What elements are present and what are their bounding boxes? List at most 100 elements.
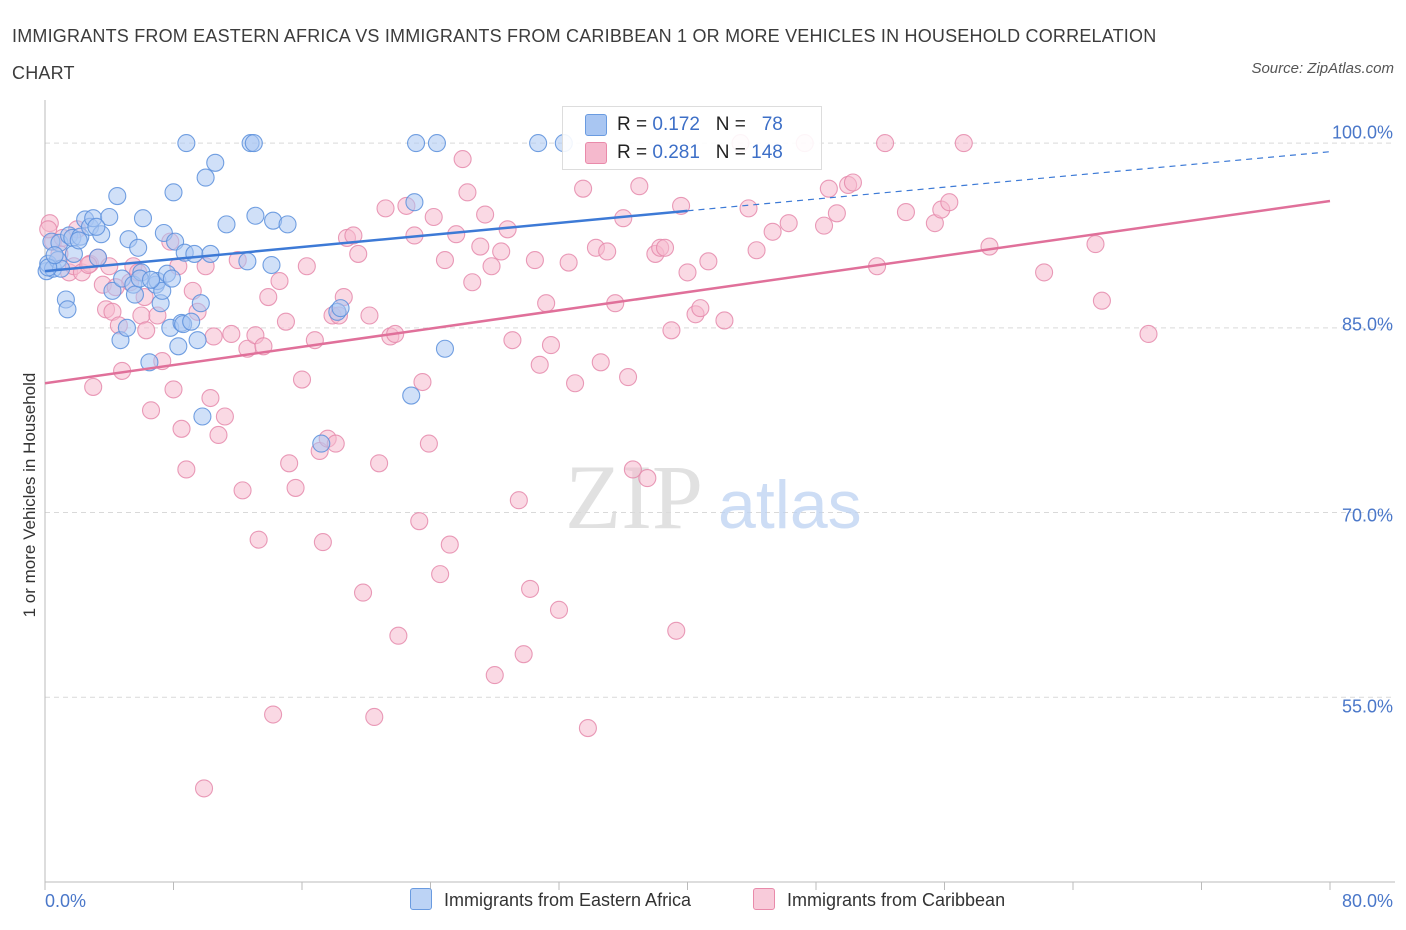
- caribbean-point: [482, 257, 501, 276]
- legend-swatch-pink: [585, 142, 607, 164]
- caribbean-point: [896, 203, 916, 222]
- x-tick-label-max: 80.0%: [1341, 891, 1393, 911]
- legend-swatch-blue: [410, 888, 432, 910]
- caribbean-point: [463, 273, 482, 292]
- caribbean-point: [843, 173, 862, 192]
- caribbean-point: [172, 419, 191, 438]
- caribbean-point: [559, 253, 578, 272]
- eastern-africa-point: [278, 215, 297, 234]
- caribbean-point: [591, 353, 610, 372]
- caribbean-point: [638, 469, 657, 488]
- source-label: Source: ZipAtlas.com: [1251, 60, 1394, 77]
- caribbean-point: [435, 251, 455, 270]
- legend-label-caribbean: Immigrants from Caribbean: [787, 890, 1006, 910]
- caribbean-point: [814, 216, 834, 235]
- caribbean-point: [514, 645, 533, 664]
- legend-swatch-pink: [753, 888, 775, 910]
- caribbean-point: [458, 183, 477, 202]
- eastern-africa-point: [108, 187, 127, 206]
- caribbean-point: [365, 707, 384, 727]
- caribbean-point: [747, 241, 766, 260]
- caribbean-point: [819, 179, 838, 198]
- caribbean-point: [349, 244, 368, 263]
- caribbean-point: [264, 705, 283, 724]
- eastern-africa-point: [182, 312, 201, 331]
- caribbean-point: [360, 306, 379, 325]
- eastern-africa-point: [435, 339, 455, 358]
- eastern-africa-point: [69, 231, 88, 250]
- caribbean-point: [471, 237, 490, 256]
- caribbean-point: [678, 263, 697, 282]
- caribbean-point: [84, 377, 103, 396]
- eastern-africa-point: [153, 281, 172, 300]
- caribbean-point: [276, 312, 295, 331]
- caribbean-point: [353, 583, 373, 602]
- caribbean-point: [549, 600, 569, 619]
- eastern-africa-point: [191, 294, 210, 313]
- caribbean-point: [525, 251, 544, 270]
- y-axis-label: 1 or more Vehicles in Household: [20, 372, 39, 618]
- caribbean-point: [431, 565, 450, 584]
- caribbean-point: [521, 579, 540, 598]
- caribbean-point: [419, 434, 438, 453]
- caribbean-point: [440, 535, 459, 554]
- grid-lines: [45, 142, 1395, 698]
- caribbean-point: [598, 242, 617, 261]
- eastern-africa-point: [331, 299, 350, 318]
- r-value-pink: 0.281: [652, 142, 700, 163]
- caribbean-point: [292, 370, 312, 389]
- eastern-africa-point: [100, 207, 119, 227]
- caribbean-point: [492, 242, 511, 261]
- caribbean-point: [739, 199, 758, 218]
- caribbean-point: [201, 388, 220, 408]
- caribbean-point: [286, 478, 305, 497]
- caribbean-point: [194, 779, 214, 798]
- eastern-africa-point: [402, 386, 421, 405]
- chart-title: IMMIGRANTS FROM EASTERN AFRICA VS IMMIGR…: [12, 26, 1157, 83]
- legend-label-eastern-africa: Immigrants from Eastern Africa: [444, 890, 692, 910]
- caribbean-points: [39, 134, 1158, 798]
- eastern-africa-point: [140, 353, 159, 372]
- caribbean-point: [541, 336, 561, 355]
- watermark-atlas: atlas: [718, 467, 862, 543]
- caribbean-point: [623, 460, 642, 479]
- caribbean-point: [1086, 235, 1105, 254]
- eastern-africa-point: [238, 252, 257, 271]
- caribbean-point: [410, 512, 429, 531]
- eastern-africa-point: [45, 246, 64, 265]
- eastern-africa-point: [427, 134, 446, 153]
- caribbean-point: [222, 324, 241, 344]
- caribbean-point: [344, 226, 363, 245]
- legend-item-caribbean[interactable]: Immigrants from Caribbean: [753, 888, 1005, 911]
- caribbean-point: [876, 134, 895, 153]
- eastern-africa-point: [164, 183, 183, 202]
- caribbean-point: [297, 257, 316, 276]
- legend-item-eastern-africa[interactable]: Immigrants from Eastern Africa: [410, 888, 691, 911]
- caribbean-point: [389, 626, 408, 645]
- caribbean-point: [779, 214, 798, 233]
- caribbean-point: [137, 321, 156, 340]
- r-label: R =: [617, 142, 653, 163]
- eastern-africa-point: [141, 270, 161, 289]
- y-tick-label: 55.0%: [1341, 696, 1393, 717]
- correlation-legend: R = 0.172 N = 78 R = 0.281 N = 148: [562, 106, 822, 170]
- eastern-africa-point: [188, 331, 207, 350]
- caribbean-point: [141, 401, 161, 420]
- eastern-africa-point: [206, 153, 225, 172]
- eastern-africa-point: [193, 407, 212, 426]
- caribbean-point: [503, 331, 522, 350]
- eastern-africa-point: [177, 134, 196, 153]
- caribbean-point: [763, 222, 782, 241]
- r-label: R =: [617, 114, 653, 135]
- eastern-africa-point: [217, 215, 236, 234]
- caribbean-point: [691, 299, 710, 318]
- eastern-africa-point: [103, 281, 122, 300]
- eastern-africa-points: [37, 134, 573, 453]
- eastern-africa-trend-line: [44, 209, 688, 273]
- caribbean-point: [578, 719, 597, 738]
- eastern-africa-point: [125, 285, 144, 304]
- x-tick-label-min: 0.0%: [45, 891, 87, 911]
- caribbean-point: [164, 380, 183, 399]
- y-tick-label: 100.0%: [1331, 122, 1393, 143]
- eastern-africa-point: [129, 238, 148, 257]
